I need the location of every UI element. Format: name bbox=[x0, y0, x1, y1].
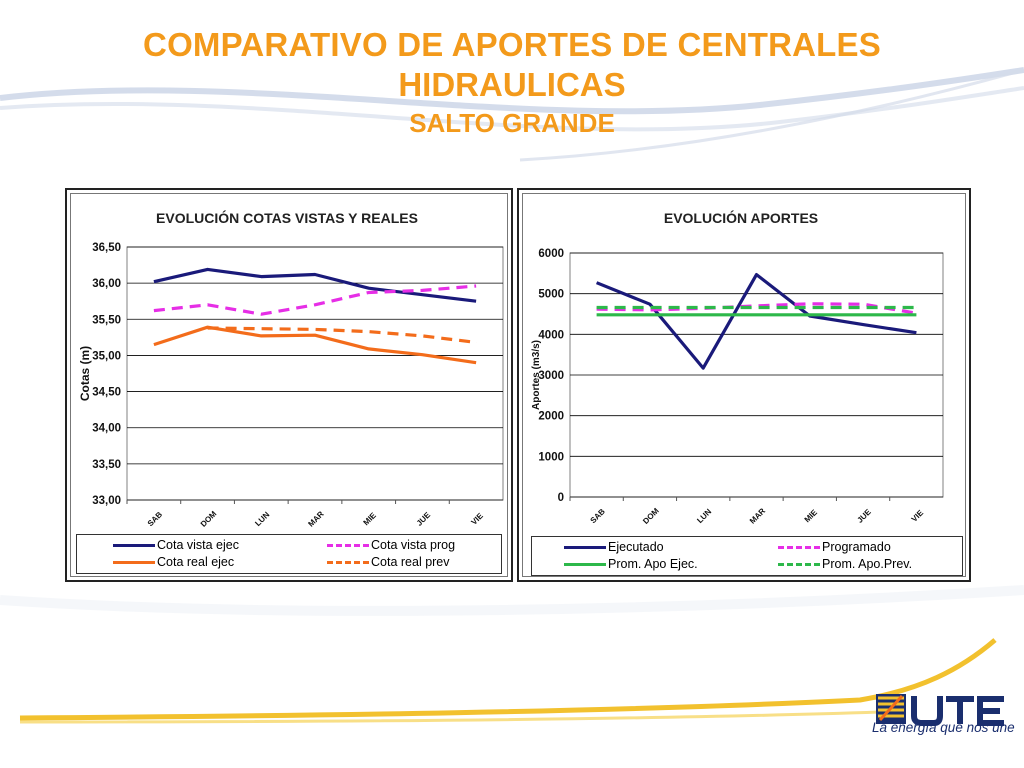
legend-label: Prom. Apo.Prev. bbox=[822, 557, 913, 571]
plot-area bbox=[126, 246, 504, 501]
x-tick-label: DOM bbox=[199, 509, 219, 529]
y-axis-label: Cotas (m) bbox=[78, 346, 92, 401]
chart-aportes: EVOLUCIÓN APORTES 0 1000 2000 3000 4000 5000 60… bbox=[531, 209, 944, 526]
x-tick-label: SAB bbox=[146, 510, 164, 528]
legend-label: Ejecutado bbox=[608, 540, 664, 554]
legend-swatch bbox=[564, 562, 606, 566]
legend-label: Programado bbox=[822, 540, 891, 554]
legend-swatch bbox=[113, 560, 155, 564]
y-tick-label: 0 bbox=[558, 492, 564, 504]
x-tick-label: MAR bbox=[306, 509, 325, 528]
x-tick-label: LUN bbox=[695, 507, 713, 525]
y-axis-label: Aportes (m3/s) bbox=[531, 340, 542, 410]
chart-panel-cotas: EVOLUCIÓN COTAS VISTAS Y REALES 33,00 33,5… bbox=[65, 188, 513, 582]
legend-item: Prom. Apo Ejec. bbox=[564, 556, 698, 572]
chart-panel-aportes: EVOLUCIÓN APORTES 0 1000 2000 3000 4000 5000 60… bbox=[517, 188, 971, 582]
page-subtitle: SALTO GRANDE bbox=[409, 108, 615, 138]
legend-label: Cota vista prog bbox=[371, 538, 456, 552]
chart-title: EVOLUCIÓN COTAS VISTAS Y REALES bbox=[156, 209, 418, 226]
legend-swatch bbox=[327, 543, 369, 547]
legend-swatch bbox=[327, 560, 369, 564]
y-tick-label: 36,00 bbox=[92, 278, 121, 290]
chart-cotas: EVOLUCIÓN COTAS VISTAS Y REALES 33,00 33,5… bbox=[78, 209, 504, 529]
legend-swatch bbox=[564, 545, 606, 549]
y-tick-label: 1000 bbox=[538, 451, 564, 463]
y-tick-label: 33,00 bbox=[92, 495, 121, 507]
x-tick-label: LUN bbox=[253, 510, 271, 528]
ute-logo-letters bbox=[911, 696, 1004, 726]
y-tick-label: 4000 bbox=[538, 329, 564, 341]
legend-label: Cota vista ejec bbox=[157, 538, 239, 552]
y-tick-label: 35,50 bbox=[92, 314, 121, 326]
legend-aportes: Ejecutado Programado Prom. Apo Ejec. Prom. … bbox=[531, 536, 963, 576]
legend-item: Cota vista prog bbox=[327, 537, 455, 553]
ute-logo bbox=[876, 694, 1004, 726]
legend-label: Cota real ejec bbox=[157, 555, 235, 569]
logo-tagline: La energía que nos une bbox=[872, 720, 1015, 735]
y-tick-label: 6000 bbox=[538, 248, 564, 260]
legend-item: Programado bbox=[778, 539, 891, 555]
legend-item: Cota real prev bbox=[327, 554, 450, 570]
y-tick-label: 3000 bbox=[538, 370, 564, 382]
y-tick-label: 34,00 bbox=[92, 423, 121, 435]
y-tick-label: 33,50 bbox=[92, 459, 121, 471]
chart-title: EVOLUCIÓN APORTES bbox=[664, 209, 818, 226]
y-tick-label: 34,50 bbox=[92, 387, 121, 399]
y-tick-label: 2000 bbox=[538, 411, 564, 423]
legend-swatch bbox=[778, 545, 820, 549]
legend-item: Cota real ejec bbox=[113, 554, 234, 570]
x-tick-label: JUE bbox=[855, 507, 873, 525]
x-tick-label: VIE bbox=[910, 508, 926, 524]
x-tick-label: MIE bbox=[362, 510, 379, 527]
x-tick-label: DOM bbox=[641, 506, 661, 526]
legend-cotas: Cota vista ejec Cota vista prog Cota real … bbox=[76, 534, 502, 574]
legend-swatch bbox=[778, 562, 820, 566]
x-tick-label: JUE bbox=[415, 510, 433, 528]
legend-label: Prom. Apo Ejec. bbox=[608, 557, 698, 571]
legend-label: Cota real prev bbox=[371, 555, 450, 569]
legend-item: Prom. Apo.Prev. bbox=[778, 556, 912, 572]
page-title-line1: COMPARATIVO DE APORTES DE CENTRALES bbox=[143, 26, 881, 63]
legend-item: Ejecutado bbox=[564, 539, 664, 555]
page-title-line2: HIDRAULICAS bbox=[398, 66, 626, 103]
x-tick-label: MIE bbox=[803, 507, 820, 524]
x-tick-label: MAR bbox=[748, 506, 767, 525]
ute-logo-mark bbox=[876, 694, 906, 724]
x-tick-label: VIE bbox=[469, 511, 485, 527]
y-tick-label: 35,00 bbox=[92, 350, 121, 362]
y-tick-label: 36,50 bbox=[92, 242, 121, 254]
series-line-3 bbox=[207, 326, 477, 344]
y-tick-label: 5000 bbox=[538, 289, 564, 301]
legend-swatch bbox=[113, 543, 155, 547]
x-tick-label: SAB bbox=[589, 507, 607, 525]
legend-item: Cota vista ejec bbox=[113, 537, 239, 553]
